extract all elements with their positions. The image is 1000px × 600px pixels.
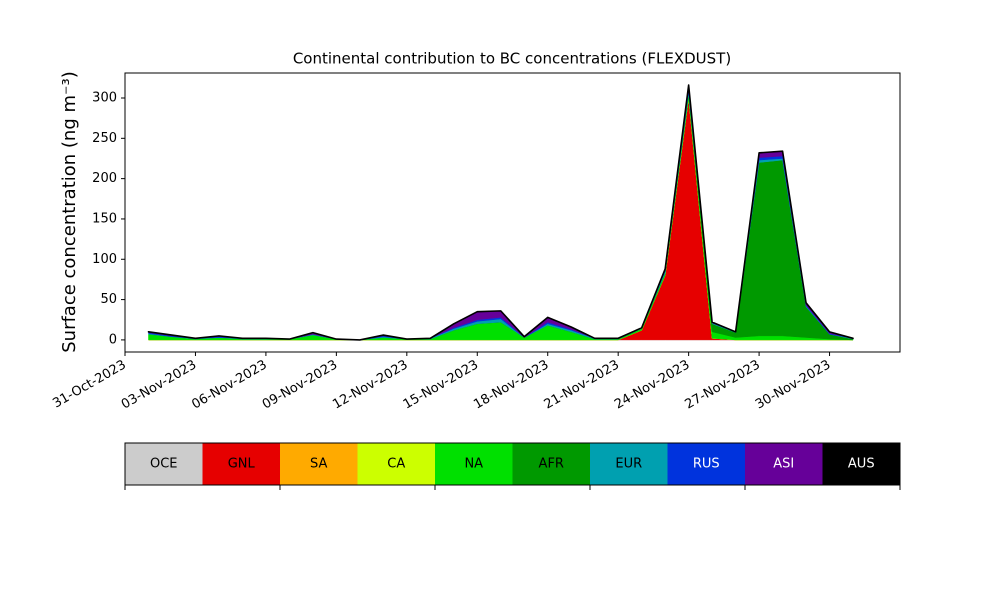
y-tick-label: 200 — [92, 171, 117, 186]
y-tick-label: 250 — [92, 131, 117, 146]
legend-label: NA — [464, 457, 483, 472]
legend-label: AUS — [848, 457, 875, 472]
legend-swatch — [590, 443, 668, 485]
axes-frame — [124, 72, 901, 353]
y-axis-label: Surface concentration (ng m⁻³) — [59, 71, 80, 353]
legend-label: SA — [310, 457, 327, 472]
legend-swatch — [667, 443, 745, 485]
legend-swatch — [280, 443, 358, 485]
legend-label: OCE — [150, 457, 178, 472]
legend-label: EUR — [615, 457, 642, 472]
legend-label: ASI — [773, 457, 794, 472]
legend-label: AFR — [539, 457, 564, 472]
legend-swatch — [822, 443, 900, 485]
legend-ticks — [124, 485, 901, 490]
legend-swatch — [125, 443, 203, 485]
legend-swatch — [202, 443, 280, 485]
y-tick-label: 300 — [92, 90, 117, 105]
legend-label: GNL — [228, 457, 256, 472]
legend-swatch — [357, 443, 435, 485]
y-tick-label: 100 — [92, 252, 117, 267]
legend-frame — [124, 442, 901, 486]
chart-title: Continental contribution to BC concentra… — [293, 50, 731, 68]
legend: OCE GNL SA CA NA AFR EUR RUS ASI AUS — [125, 443, 900, 485]
legend-label: CA — [387, 457, 405, 472]
legend-label: RUS — [693, 457, 720, 472]
legend-swatch — [512, 443, 590, 485]
y-tick-label: 0 — [109, 332, 117, 347]
plot-area — [147, 84, 854, 341]
area — [147, 84, 854, 341]
y-tick-label: 150 — [92, 211, 117, 226]
y-tick-label: 50 — [100, 292, 117, 307]
legend-swatch — [745, 443, 823, 485]
legend-swatch — [435, 443, 513, 485]
